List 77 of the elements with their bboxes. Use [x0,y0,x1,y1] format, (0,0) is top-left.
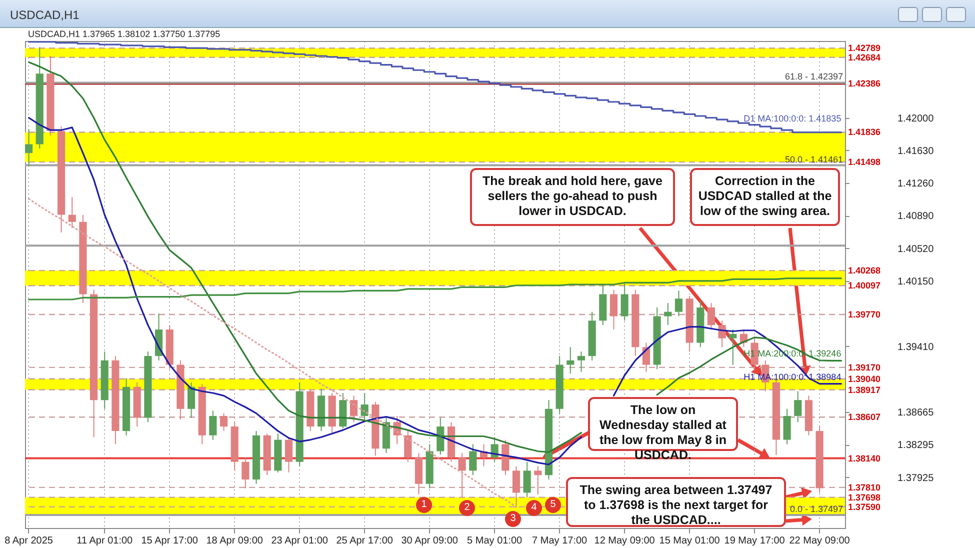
x-tick-label: 12 May 09:00 [594,536,656,546]
ref-line-label: 1.37810 [848,482,881,492]
annotation: The swing area between 1.37497 to 1.37698 is the next target for the USDCAD.... [566,477,786,527]
candlestick [242,456,250,489]
candlestick [664,302,672,326]
ref-line-label: 1.37590 [848,502,881,512]
annotation: The break and hold here, gave sellers the go-ahead to push lower in USDCAD. [470,168,675,226]
candlestick [220,412,228,432]
candlestick [458,452,466,498]
candlestick [566,346,574,374]
chart-subtitle: USDCAD,H1 1.37965 1.38102 1.37750 1.37795 [28,29,220,39]
candlestick [534,466,542,495]
candlestick [620,283,628,322]
annotation: 1 [416,497,432,514]
x-tick-label: 30 Apr 09:00 [401,536,458,546]
y-tick-label: 1.40520 [898,244,934,255]
x-tick-label: 15 May 01:00 [659,536,720,546]
annotation: Correction in the USDCAD stalled at the low of the swing area. [690,168,840,226]
candlestick [707,302,716,330]
x-tick-label: 23 Apr 01:00 [271,536,328,546]
ref-line-label: 1.38917 [848,384,881,395]
candlestick [783,408,791,445]
x-tick-label: 7 May 17:00 [532,536,588,546]
x-tick-label: 25 Apr 17:00 [336,536,394,546]
candlestick [404,430,412,462]
annotation: 2 [459,500,475,516]
y-tick-label: 1.39410 [898,342,934,353]
candlestick [674,290,683,317]
ref-line-label: 1.39170 [848,362,881,372]
candlestick [610,289,618,330]
ref-line-label: 1.38140 [848,453,881,464]
y-tick-label: 1.38665 [898,407,934,418]
x-tick-label: 19 May 17:00 [724,536,786,546]
ref-line-label: 1.39770 [848,309,881,320]
y-tick-label: 1.41630 [898,146,934,157]
y-tick-label: 1.38295 [898,440,934,452]
x-tick-label: 15 Apr 17:00 [141,536,198,546]
chart-title: USDCAD,H1 [10,8,80,22]
ref-line-label: 1.40268 [848,266,881,276]
candlestick [512,466,520,508]
series-label: D1 MA:100:0:0: 1.41835 [744,113,842,124]
annotation: 5 [545,497,561,514]
ref-line-label: 1.42684 [848,52,881,62]
candlestick [187,382,196,418]
x-tick-label: 18 Apr 09:00 [206,536,264,546]
candlestick [25,128,33,167]
ref-line-label: 1.37698 [848,492,881,502]
x-tick-label: 11 Apr 01:00 [76,536,134,546]
ref-line-label: 1.38607 [848,412,881,422]
y-tick-label: 1.41260 [898,178,934,190]
line-series [28,278,842,300]
annotation: 3 [505,510,521,527]
ref-line-label: 1.42386 [848,78,881,89]
x-tick-label: 5 May 01:00 [467,536,523,546]
candlestick [523,461,531,498]
ref-line-label: 1.41836 [848,127,881,138]
annotation: 61.8 - 1.42397 [784,72,843,82]
y-tick-label: 1.40150 [898,276,934,288]
ref-line-label: 1.39040 [848,374,881,384]
x-tick-label: 22 May 09:00 [789,536,850,546]
candlestick [209,410,217,440]
candlestick [794,390,802,423]
ref-line-label: 1.41498 [848,157,881,168]
y-tick-label: 1.40890 [898,211,934,222]
candlestick [350,395,358,423]
y-tick-label: 1.42000 [898,113,934,124]
candlestick [360,392,368,420]
candlestick [68,196,76,229]
candlestick [577,351,586,372]
candlestick [729,328,737,366]
x-tick-label: 8 Apr 2025 [4,536,54,546]
y-tick-label: 1.37925 [898,472,934,484]
ref-line-label: 1.40097 [848,280,881,291]
annotation: 4 [526,500,542,516]
ref-line-label: 1.42789 [848,43,881,54]
candlestick [469,444,477,476]
candlestick [284,436,293,473]
